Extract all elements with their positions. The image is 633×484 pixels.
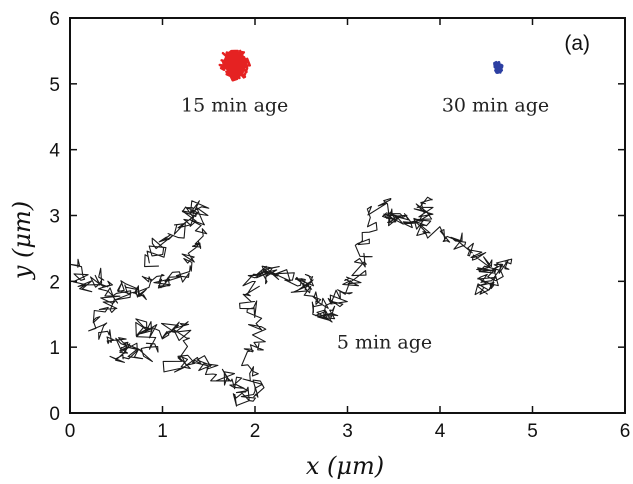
trajectory-cluster-3 (493, 60, 504, 75)
tick-labels: 0 1 2 3 4 5 6 0 1 2 3 4 5 6 (49, 9, 630, 442)
annotation-label: 5 min age (337, 331, 432, 353)
x-tick-label: 0 (65, 421, 76, 442)
trajectory-line-1 (109, 200, 210, 313)
y-tick-label: 1 (49, 338, 60, 359)
y-tick-label: 4 (49, 141, 60, 162)
annotation-label: 15 min age (181, 94, 288, 116)
x-tick-label: 4 (435, 421, 446, 442)
y-axis-label: y (μm) (8, 201, 36, 280)
y-tick-label: 3 (49, 207, 60, 228)
x-tick-label: 5 (527, 421, 538, 442)
panel-label: (a) (564, 32, 590, 55)
trajectory-traces (69, 49, 513, 407)
x-tick-label: 1 (157, 421, 168, 442)
y-tick-label: 0 (49, 404, 60, 425)
y-tick-label: 6 (49, 9, 60, 30)
trajectory-cluster-2 (218, 49, 252, 82)
x-tick-label: 3 (342, 421, 353, 442)
plot-frame (69, 17, 626, 414)
x-axis-label: x (μm) (306, 452, 384, 480)
annotations: 15 min age 30 min age 5 min age (181, 94, 549, 353)
x-tick-label: 6 (620, 421, 631, 442)
trajectory-line-0 (69, 196, 513, 407)
annotation-label: 30 min age (442, 94, 549, 116)
y-tick-label: 5 (49, 75, 60, 96)
y-tick-label: 2 (49, 272, 60, 293)
axis-ticks (69, 17, 626, 414)
x-tick-label: 2 (250, 421, 261, 442)
